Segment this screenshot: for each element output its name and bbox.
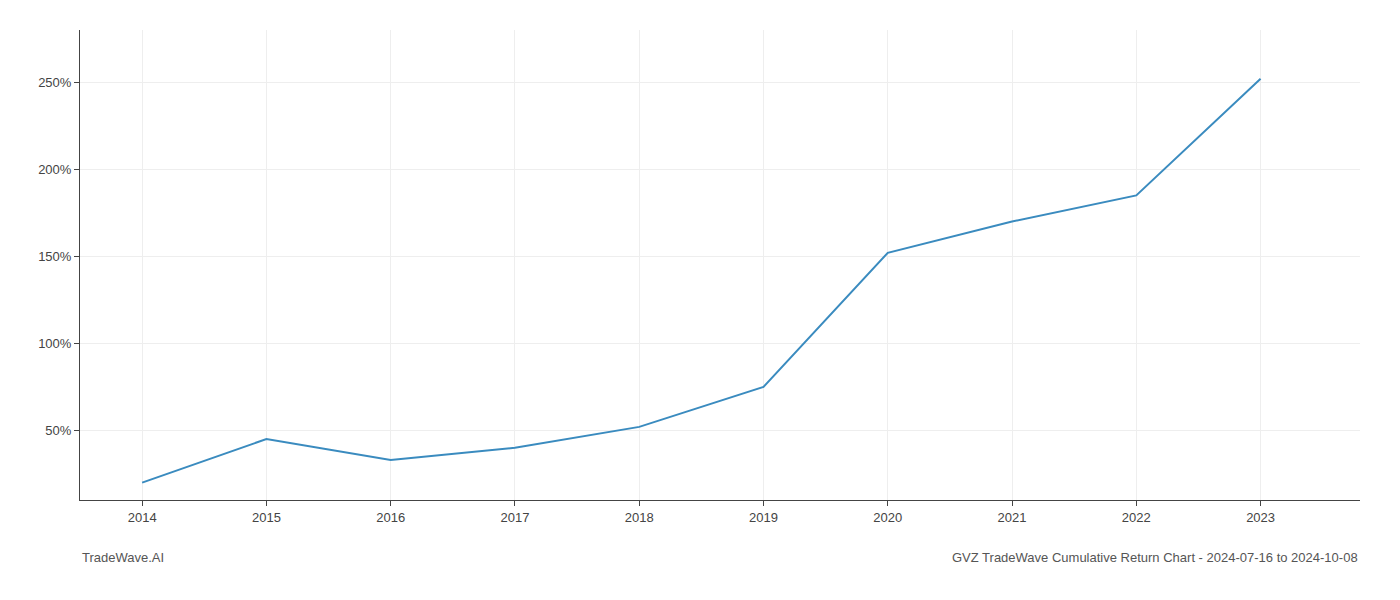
svg-text:250%: 250% bbox=[38, 75, 72, 90]
svg-text:2023: 2023 bbox=[1246, 510, 1275, 525]
svg-text:2021: 2021 bbox=[998, 510, 1027, 525]
svg-text:2015: 2015 bbox=[252, 510, 281, 525]
svg-text:GVZ TradeWave Cumulative Retur: GVZ TradeWave Cumulative Return Chart - … bbox=[952, 550, 1358, 565]
svg-text:TradeWave.AI: TradeWave.AI bbox=[82, 550, 164, 565]
svg-text:50%: 50% bbox=[45, 423, 71, 438]
svg-text:2017: 2017 bbox=[500, 510, 529, 525]
svg-text:2020: 2020 bbox=[873, 510, 902, 525]
svg-text:2019: 2019 bbox=[749, 510, 778, 525]
svg-text:100%: 100% bbox=[38, 336, 72, 351]
svg-text:2018: 2018 bbox=[625, 510, 654, 525]
svg-text:150%: 150% bbox=[38, 249, 72, 264]
svg-text:200%: 200% bbox=[38, 162, 72, 177]
svg-text:2014: 2014 bbox=[128, 510, 157, 525]
svg-text:2022: 2022 bbox=[1122, 510, 1151, 525]
svg-text:2016: 2016 bbox=[376, 510, 405, 525]
